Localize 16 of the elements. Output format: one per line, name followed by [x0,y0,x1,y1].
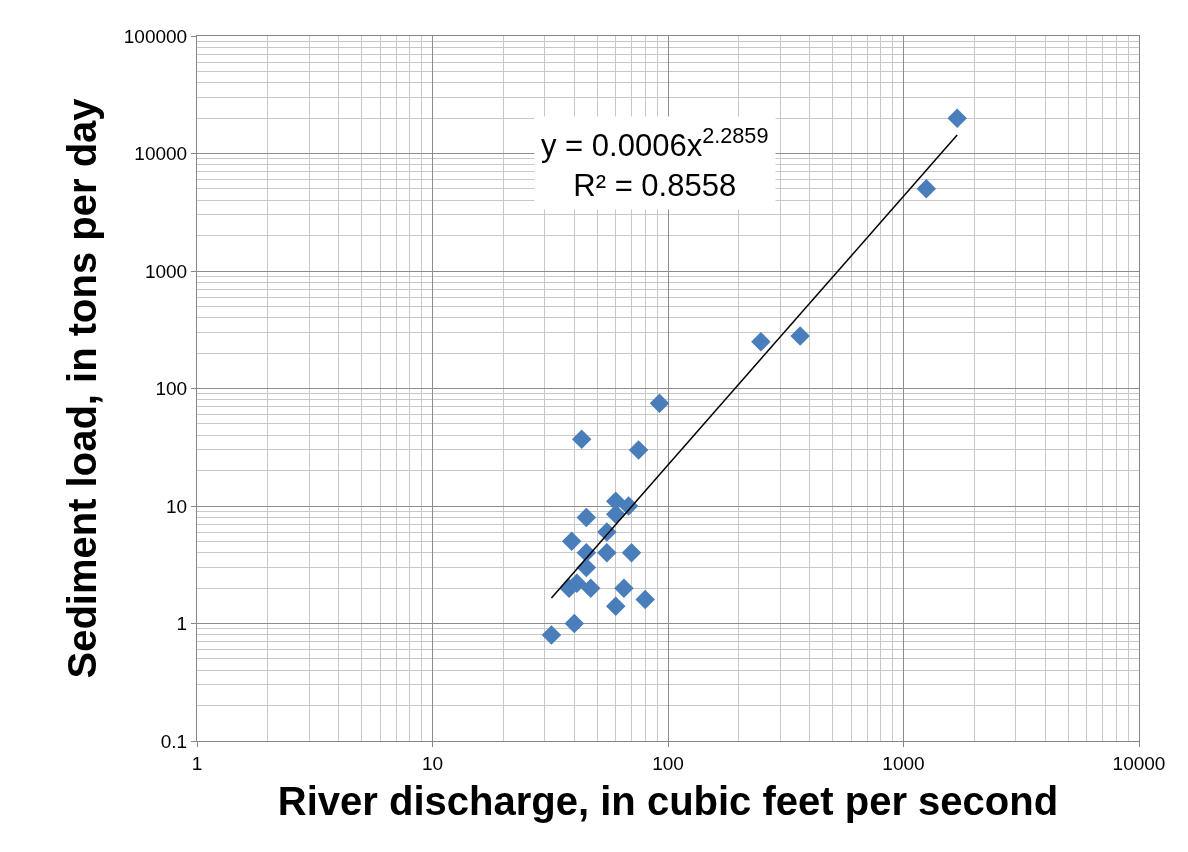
y-tick-label: 0.1 [160,730,188,752]
y-tick-label: 100 [155,378,188,400]
y-tick-label: 10000 [134,143,188,165]
y-tick-label: 10 [166,495,188,517]
annotation: y = 0.0006x$^{2.2859}$ [541,123,769,164]
x-tick-label: 10000 [1112,752,1166,774]
y-axis-title: Sediment load, in tons per day [60,97,105,679]
y-tick-label: 1000 [144,260,188,282]
y-tick-label: 100000 [123,25,188,47]
x-axis-title: River discharge, in cubic feet per second [277,779,1059,824]
x-tick-label: 10 [421,752,444,774]
x-tick-label: 1 [191,752,203,774]
annotation: R² = 0.8558 [573,168,737,204]
y-tick-label: 1 [176,613,188,635]
x-tick-label: 1000 [882,752,925,774]
x-tick-label: 100 [652,752,684,774]
